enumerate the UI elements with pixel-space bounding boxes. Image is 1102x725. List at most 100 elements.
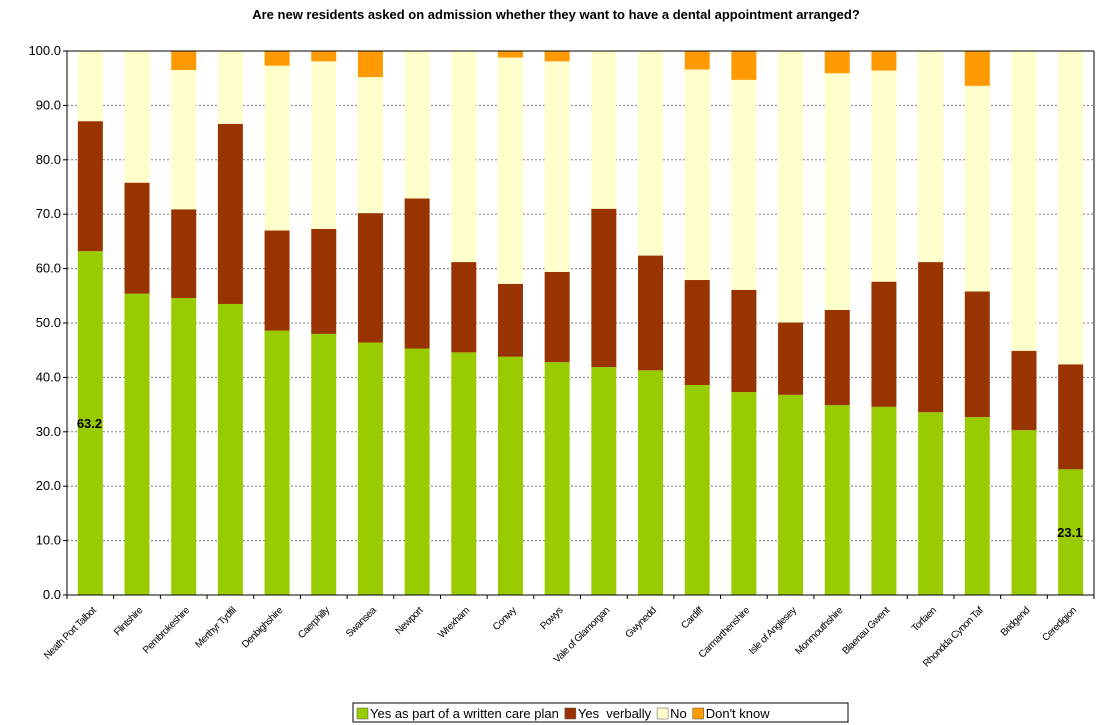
bar-segment (778, 394, 804, 595)
bar-segment (357, 342, 383, 595)
bar-segment (311, 333, 337, 595)
plot-area: 0.0 10.0 20.0 30.0 40.0 50.0 60.0 70.0 80.0 90.0 1… (28, 43, 1095, 669)
x-tick-label: Gwynedd (623, 605, 658, 640)
y-tick-label: 70.0 (36, 206, 61, 221)
bar-segment (731, 392, 757, 595)
bar-segment (264, 65, 290, 231)
bar-segment (638, 255, 664, 371)
bar-segment (964, 85, 990, 292)
bar-segment (264, 330, 290, 595)
y-tick-label: 50.0 (36, 315, 61, 330)
bar-segment (124, 182, 150, 294)
bar-segment (124, 293, 150, 595)
bar-segment (918, 262, 944, 413)
legend-entry: No (670, 706, 687, 721)
legend-entry: Yes verbally (578, 706, 652, 721)
x-tick-label: Wrexham (436, 605, 472, 641)
y-tick-label: 90.0 (36, 97, 61, 112)
bar-segment (731, 51, 757, 80)
bar-segment (451, 352, 477, 595)
y-tick-label: 80.0 (36, 152, 61, 167)
bar-segment (871, 281, 897, 407)
bar-segment (1058, 364, 1084, 470)
bar-segment (591, 51, 617, 209)
bar-segment (964, 417, 990, 595)
legend: Yes as part of a written care plan Yes ve… (352, 702, 849, 723)
bar-segment (544, 51, 570, 62)
bar-segment (638, 370, 664, 595)
bar-segment (217, 123, 243, 304)
bar-segment (497, 356, 523, 595)
bar-segment (77, 251, 103, 595)
bar-segment (217, 303, 243, 595)
bar-segment (824, 309, 850, 406)
bar-segment (591, 367, 617, 595)
data-label: 23.1 (1057, 525, 1082, 540)
x-tick-label: Swansea (344, 605, 379, 640)
x-tick-label: Caerphilly (296, 605, 332, 641)
x-tick-label: Torfaen (910, 605, 939, 634)
bar-segment (918, 51, 944, 263)
y-tick-label: 60.0 (36, 261, 61, 276)
bar-segment (311, 228, 337, 334)
x-tick-label: Neath Port Talbot (42, 605, 99, 662)
bar-segment (544, 61, 570, 272)
bar-segment (871, 70, 897, 282)
bar-segment (778, 322, 804, 395)
legend-swatch (356, 707, 369, 720)
bar-segment (451, 262, 477, 353)
legend-box (352, 702, 849, 723)
bar-segment (451, 51, 477, 263)
bar-segment (77, 51, 103, 122)
bar-segment (404, 198, 430, 349)
bar-segment (1011, 430, 1037, 595)
bar-segment (871, 406, 897, 595)
x-tick-label: Conwy (491, 605, 519, 633)
bar-segment (964, 51, 990, 86)
y-tick-label: 100.0 (28, 43, 61, 58)
bar-segment (1011, 350, 1037, 431)
bar-segment (824, 73, 850, 310)
bar-segment (171, 297, 197, 595)
bar-segment (357, 77, 383, 214)
bar-segment (124, 51, 150, 183)
x-tick-label: Merthyr Tydfil (193, 605, 238, 650)
bar-segment (731, 79, 757, 290)
bar-segment (638, 51, 664, 256)
x-tick-label: Monmouthshire (793, 605, 846, 658)
y-tick-label: 30.0 (36, 424, 61, 439)
x-tick-label: Flintshire (112, 605, 146, 639)
x-tick-label: Powys (538, 605, 565, 632)
bar-segment (871, 51, 897, 71)
bar-segment (171, 209, 197, 298)
bar-segment (264, 230, 290, 331)
bar-segment (1011, 51, 1037, 351)
bar-segment (544, 362, 570, 595)
x-tick-label: Isle of Anglesey (747, 605, 799, 657)
x-tick-label: Denbighshire (240, 605, 286, 651)
bar-segment (824, 51, 850, 74)
y-tick-label: 20.0 (36, 478, 61, 493)
bar-segment (824, 405, 850, 595)
y-tick-label: 10.0 (36, 533, 61, 548)
bar-segment (1058, 469, 1084, 595)
bar-segment (591, 208, 617, 368)
bar-segment (311, 51, 337, 62)
bar-segment (357, 213, 383, 343)
bar-segment (497, 57, 523, 284)
x-tick-label: Blaenau Gwent (841, 605, 893, 657)
bar-segment (217, 51, 243, 124)
bar-segment (544, 271, 570, 363)
x-tick-label: Newport (394, 605, 426, 637)
bar-segment (684, 51, 710, 70)
data-label: 63.2 (77, 416, 102, 431)
legend-swatch (564, 707, 577, 720)
y-tick-label: 40.0 (36, 369, 61, 384)
bar-segment (778, 51, 804, 323)
bar-segment (1058, 51, 1084, 365)
bar-segment (404, 51, 430, 199)
legend-swatch (692, 707, 704, 720)
legend-entry: Yes as part of a written care plan (370, 706, 559, 721)
bar-segment (731, 289, 757, 393)
bar-segment (918, 412, 944, 595)
